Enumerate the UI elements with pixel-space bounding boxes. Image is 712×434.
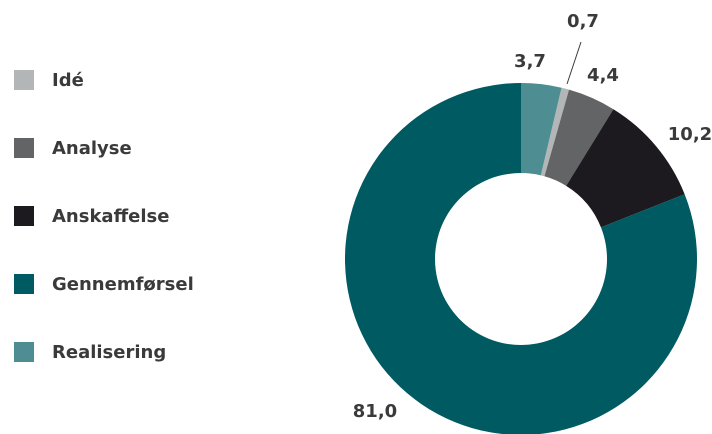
legend-label: Analyse	[52, 138, 132, 159]
data-label: 81,0	[353, 401, 397, 422]
legend-swatch	[14, 274, 34, 294]
legend-swatch	[14, 138, 34, 158]
donut-slice	[544, 89, 614, 186]
leader-line	[566, 41, 582, 85]
donut-slice	[566, 109, 685, 228]
data-label: 3,7	[514, 51, 546, 72]
data-label: 10,2	[668, 124, 712, 145]
legend-swatch	[14, 206, 34, 226]
data-label: 4,4	[587, 65, 619, 86]
legend-swatch	[14, 342, 34, 362]
legend-swatch	[14, 70, 34, 90]
donut-slice	[521, 83, 562, 176]
legend-label: Gennemførsel	[52, 274, 194, 295]
donut-slice	[345, 83, 697, 434]
legend-label: Idé	[52, 70, 84, 91]
legend-label: Anskaffelse	[52, 206, 169, 227]
data-label: 0,7	[567, 11, 599, 32]
donut-slice	[540, 87, 570, 177]
legend-label: Realisering	[52, 342, 166, 363]
